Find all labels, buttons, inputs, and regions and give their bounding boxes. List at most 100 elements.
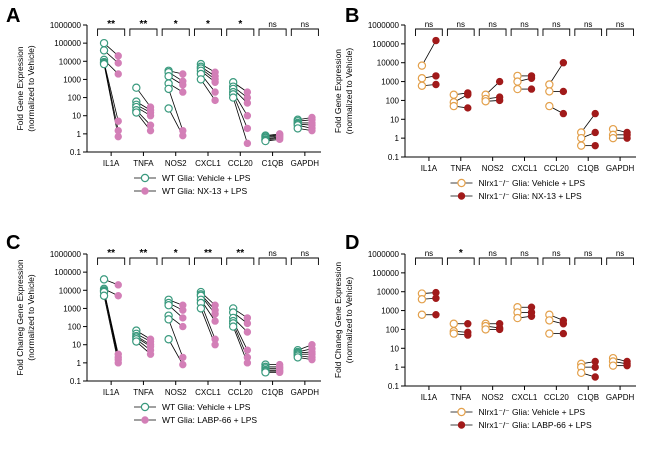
significance-label: ** <box>107 248 115 259</box>
x-tick-label: C1QB <box>262 388 284 397</box>
significance-label: * <box>174 248 178 259</box>
data-point <box>196 304 206 313</box>
data-point <box>228 322 238 331</box>
data-point <box>243 328 252 336</box>
significance-bracket <box>97 257 126 265</box>
x-tick-label: NOS2 <box>165 159 187 168</box>
y-tick-label: 1000000 <box>368 250 400 259</box>
significance-label: ns <box>425 249 433 258</box>
significance-bracket <box>542 28 571 36</box>
data-point <box>308 355 316 364</box>
panel-letter: D <box>345 232 359 254</box>
x-tick-label: CXCL1 <box>512 164 538 173</box>
y-tick-label: 10 <box>72 112 81 121</box>
y-tick-label: 1 <box>77 130 82 139</box>
data-point <box>243 346 252 354</box>
pair-line <box>421 40 437 66</box>
data-point <box>417 295 427 304</box>
significance-label: ns <box>584 20 592 29</box>
data-point <box>623 361 631 370</box>
x-tick-label: TNFA <box>451 393 472 402</box>
significance-bracket <box>415 257 443 265</box>
data-point <box>179 70 187 78</box>
y-tick-label: 1000000 <box>368 21 400 30</box>
legend-marker <box>140 402 150 412</box>
x-tick-label: GAPDH <box>291 159 320 168</box>
data-point <box>608 361 618 370</box>
data-point <box>559 87 568 96</box>
legend-label: Nlrx1⁻/⁻ Glia: Vehicle + LPS <box>479 178 586 188</box>
legend-marker <box>457 192 466 200</box>
data-point <box>495 77 504 86</box>
x-tick-label: NOS2 <box>482 393 504 402</box>
y-tick-label: 0.1 <box>388 153 400 162</box>
data-point <box>608 133 618 143</box>
significance-label: ns <box>301 20 309 29</box>
y-tick-label: 10000 <box>59 286 82 295</box>
y-tick-label: 10000 <box>377 59 400 68</box>
x-tick-label: IL1A <box>421 393 438 402</box>
x-tick-label: CCL20 <box>544 393 569 402</box>
x-tick-label: C1QB <box>262 159 284 168</box>
data-point <box>243 139 252 148</box>
significance-bracket <box>97 28 126 36</box>
significance-label: ns <box>301 249 309 258</box>
y-tick-label: 0.1 <box>70 377 82 386</box>
legend-label: Nlrx1⁻/⁻ Glia: LABP-66 + LPS <box>479 420 592 430</box>
data-point <box>261 136 270 146</box>
significance-bracket <box>290 257 319 265</box>
data-point <box>527 312 536 320</box>
significance-label: ** <box>140 248 148 259</box>
legend-marker <box>141 187 149 195</box>
data-point <box>243 112 252 120</box>
pair-line <box>549 62 564 85</box>
data-point <box>179 306 187 314</box>
data-point <box>308 126 316 135</box>
x-tick-label: GAPDH <box>606 164 635 173</box>
data-point <box>211 96 219 105</box>
significance-bracket <box>129 257 158 265</box>
panel-b: B 0.1 1 10 100 1000 10000 100000 1000000 Fold Gen… <box>333 5 636 201</box>
significance-label: ns <box>488 249 496 258</box>
data-point <box>449 90 458 99</box>
data-point <box>495 96 504 105</box>
significance-label: ns <box>552 249 560 258</box>
pair-line <box>103 62 119 122</box>
data-point <box>577 368 586 378</box>
panel-d: D 0.1 1 10 100 1000 10000 100000 1000000 Fold Cha… <box>333 232 636 430</box>
legend-marker <box>457 421 466 429</box>
data-point <box>211 317 219 325</box>
data-point <box>179 131 187 140</box>
pair-line <box>232 97 248 144</box>
y-tick-label: 0.1 <box>388 382 400 391</box>
data-point <box>577 141 586 150</box>
y-tick-label: 1000 <box>381 307 399 316</box>
panel-letter: A <box>6 5 20 27</box>
data-point <box>293 124 302 133</box>
significance-bracket <box>478 257 507 265</box>
data-point <box>114 70 122 78</box>
significance-bracket <box>542 257 571 265</box>
x-tick-label: C1QB <box>577 393 599 402</box>
data-point <box>417 74 427 83</box>
data-point <box>211 88 219 96</box>
data-point <box>417 81 427 90</box>
data-point <box>146 350 155 358</box>
pair-line <box>103 64 119 137</box>
y-tick-label: 100000 <box>372 40 399 49</box>
significance-bracket <box>226 257 255 265</box>
x-tick-label: IL1A <box>103 388 120 397</box>
significance-label: ns <box>268 20 276 29</box>
significance-label: ** <box>107 19 115 30</box>
data-point <box>481 325 490 334</box>
legend-marker <box>140 173 150 183</box>
data-point <box>293 353 302 362</box>
data-point <box>527 74 536 82</box>
data-point <box>577 133 586 143</box>
data-point <box>545 316 554 325</box>
significance-label: ns <box>584 249 592 258</box>
y-tick-label: 100 <box>386 325 400 334</box>
data-point <box>545 101 554 111</box>
